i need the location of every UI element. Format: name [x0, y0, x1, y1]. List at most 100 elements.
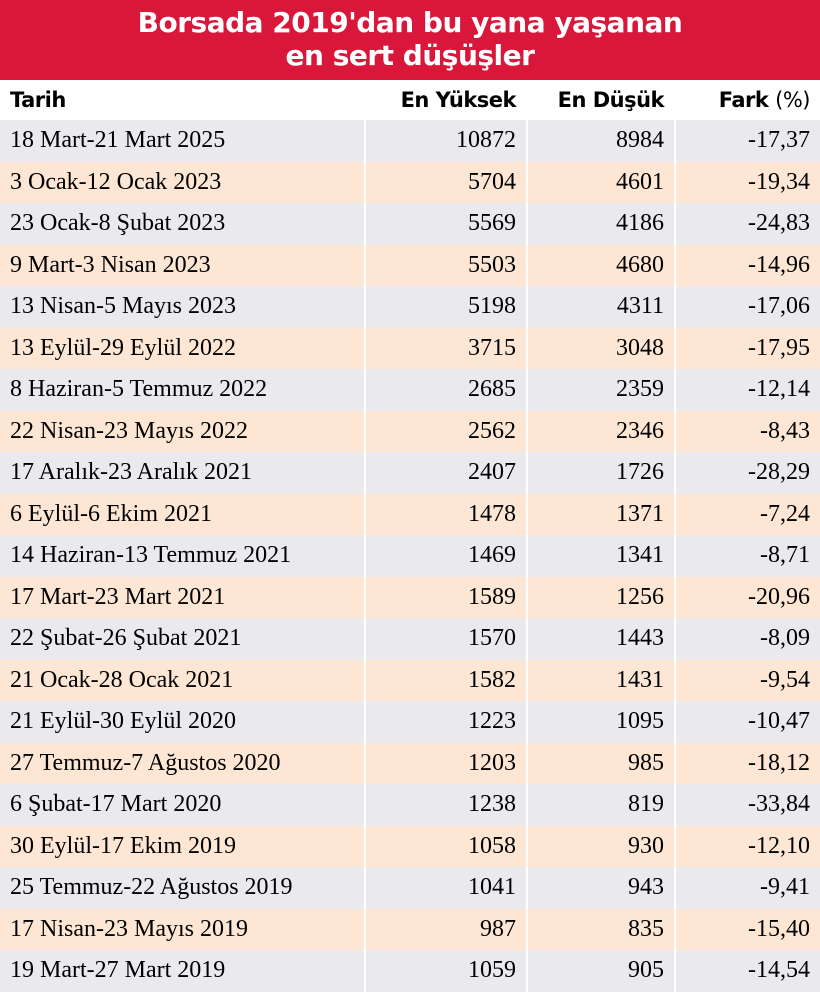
number-cell: 1431: [526, 659, 675, 701]
number-cell: 3715: [364, 327, 527, 369]
number-cell: 1095: [526, 701, 675, 743]
date-cell: 9 Mart-3 Nisan 2023: [0, 244, 365, 286]
number-cell: 8984: [526, 120, 675, 162]
number-cell: 2359: [526, 369, 675, 411]
date-cell: 13 Eylül-29 Eylül 2022: [0, 327, 365, 369]
date-cell: 3 Ocak-12 Ocak 2023: [0, 161, 365, 203]
column-header: Tarih: [10, 88, 66, 112]
date-cell: 8 Haziran-5 Temmuz 2022: [0, 369, 365, 411]
table-row: 9 Mart-3 Nisan 2023 5503 4680 -14,96: [0, 244, 820, 286]
date-cell: 19 Mart-27 Mart 2019: [0, 950, 365, 992]
number-cell: -9,54: [674, 659, 820, 701]
number-cell: 1041: [364, 867, 527, 909]
number-cell: 5198: [364, 286, 527, 328]
number-cell: 2407: [364, 452, 527, 494]
number-cell: 2346: [526, 410, 675, 452]
date-cell: 23 Ocak-8 Şubat 2023: [0, 203, 365, 245]
number-cell: -18,12: [674, 742, 820, 784]
number-cell: -20,96: [674, 576, 820, 618]
number-cell: 987: [364, 908, 527, 950]
number-cell: -12,14: [674, 369, 820, 411]
table-row: 22 Şubat-26 Şubat 2021 1570 1443 -8,09: [0, 618, 820, 660]
table-row: 3 Ocak-12 Ocak 2023 5704 4601 -19,34: [0, 161, 820, 203]
table-row: 18 Mart-21 Mart 2025 10872 8984 -17,37: [0, 120, 820, 162]
column-header: En Düşük: [526, 80, 675, 120]
date-cell: 6 Şubat-17 Mart 2020: [0, 784, 365, 826]
column-label: Fark: [718, 88, 769, 112]
number-cell: -8,71: [674, 535, 820, 577]
date-cell: 17 Mart-23 Mart 2021: [0, 576, 365, 618]
header-row: Tarih En Yüksek En Düşük Fark (%): [0, 80, 820, 120]
number-cell: 1256: [526, 576, 675, 618]
number-cell: 2685: [364, 369, 527, 411]
table-row: 23 Ocak-8 Şubat 2023 5569 4186 -24,83: [0, 203, 820, 245]
number-cell: 1058: [364, 825, 527, 867]
number-cell: -33,84: [674, 784, 820, 826]
date-cell: 22 Nisan-23 Mayıs 2022: [0, 410, 365, 452]
number-cell: -28,29: [674, 452, 820, 494]
table-row: 22 Nisan-23 Mayıs 2022 2562 2346 -8,43: [0, 410, 820, 452]
table-row: 17 Mart-23 Mart 2021 1589 1256 -20,96: [0, 576, 820, 618]
table-row: 13 Eylül-29 Eylül 2022 3715 3048 -17,95: [0, 327, 820, 369]
table-row: 30 Eylül-17 Ekim 2019 1058 930 -12,10: [0, 825, 820, 867]
number-cell: -24,83: [674, 203, 820, 245]
number-cell: 4311: [526, 286, 675, 328]
table-body: 18 Mart-21 Mart 2025 10872 8984 -17,37 3 Oca…: [0, 120, 820, 992]
number-cell: -10,47: [674, 701, 820, 743]
number-cell: 3048: [526, 327, 675, 369]
date-cell: 6 Eylül-6 Ekim 2021: [0, 493, 365, 535]
date-cell: 17 Nisan-23 Mayıs 2019: [0, 908, 365, 950]
date-cell: 27 Temmuz-7 Ağustos 2020: [0, 742, 365, 784]
number-cell: -14,96: [674, 244, 820, 286]
number-cell: 1341: [526, 535, 675, 577]
number-cell: 1443: [526, 618, 675, 660]
table-row: 17 Nisan-23 Mayıs 2019 987 835 -15,40: [0, 908, 820, 950]
table-row: 25 Temmuz-22 Ağustos 2019 1041 943 -9,41: [0, 867, 820, 909]
number-cell: 5704: [364, 161, 527, 203]
number-cell: -7,24: [674, 493, 820, 535]
number-cell: 905: [526, 950, 675, 992]
number-cell: 1478: [364, 493, 527, 535]
number-cell: 1589: [364, 576, 527, 618]
number-cell: 4601: [526, 161, 675, 203]
number-cell: -17,37: [674, 120, 820, 162]
date-cell: 21 Ocak-28 Ocak 2021: [0, 659, 365, 701]
table-row: 8 Haziran-5 Temmuz 2022 2685 2359 -12,14: [0, 369, 820, 411]
title-line: Borsada 2019'dan bu yana yaşanan: [137, 6, 683, 39]
date-cell: 30 Eylül-17 Ekim 2019: [0, 825, 365, 867]
title-banner: Borsada 2019'dan bu yana yaşanan en sert …: [0, 0, 820, 80]
number-cell: -8,43: [674, 410, 820, 452]
number-cell: -17,95: [674, 327, 820, 369]
number-cell: 5569: [364, 203, 527, 245]
table-row: 21 Ocak-28 Ocak 2021 1582 1431 -9,54: [0, 659, 820, 701]
number-cell: 819: [526, 784, 675, 826]
table-row: 6 Şubat-17 Mart 2020 1238 819 -33,84: [0, 784, 820, 826]
number-cell: 1469: [364, 535, 527, 577]
date-cell: 14 Haziran-13 Temmuz 2021: [0, 535, 365, 577]
number-cell: -17,06: [674, 286, 820, 328]
table-row: 27 Temmuz-7 Ağustos 2020 1203 985 -18,12: [0, 742, 820, 784]
column-unit: (%): [775, 88, 810, 112]
number-cell: -14,54: [674, 950, 820, 992]
number-cell: -19,34: [674, 161, 820, 203]
number-cell: -9,41: [674, 867, 820, 909]
number-cell: 1223: [364, 701, 527, 743]
number-cell: 10872: [364, 120, 527, 162]
number-cell: 930: [526, 825, 675, 867]
date-cell: 22 Şubat-26 Şubat 2021: [0, 618, 365, 660]
number-cell: 985: [526, 742, 675, 784]
table-row: 6 Eylül-6 Ekim 2021 1478 1371 -7,24: [0, 493, 820, 535]
date-cell: 25 Temmuz-22 Ağustos 2019: [0, 867, 365, 909]
table-row: 17 Aralık-23 Aralık 2021 2407 1726 -28,29: [0, 452, 820, 494]
number-cell: 4680: [526, 244, 675, 286]
number-cell: 4186: [526, 203, 675, 245]
number-cell: 1371: [526, 493, 675, 535]
table-row: 21 Eylül-30 Eylül 2020 1223 1095 -10,47: [0, 701, 820, 743]
number-cell: 1570: [364, 618, 527, 660]
table-row: 19 Mart-27 Mart 2019 1059 905 -14,54: [0, 950, 820, 992]
date-cell: 17 Aralık-23 Aralık 2021: [0, 452, 365, 494]
number-cell: 1059: [364, 950, 527, 992]
title-line: en sert düşüşler: [285, 39, 535, 72]
number-cell: 2562: [364, 410, 527, 452]
